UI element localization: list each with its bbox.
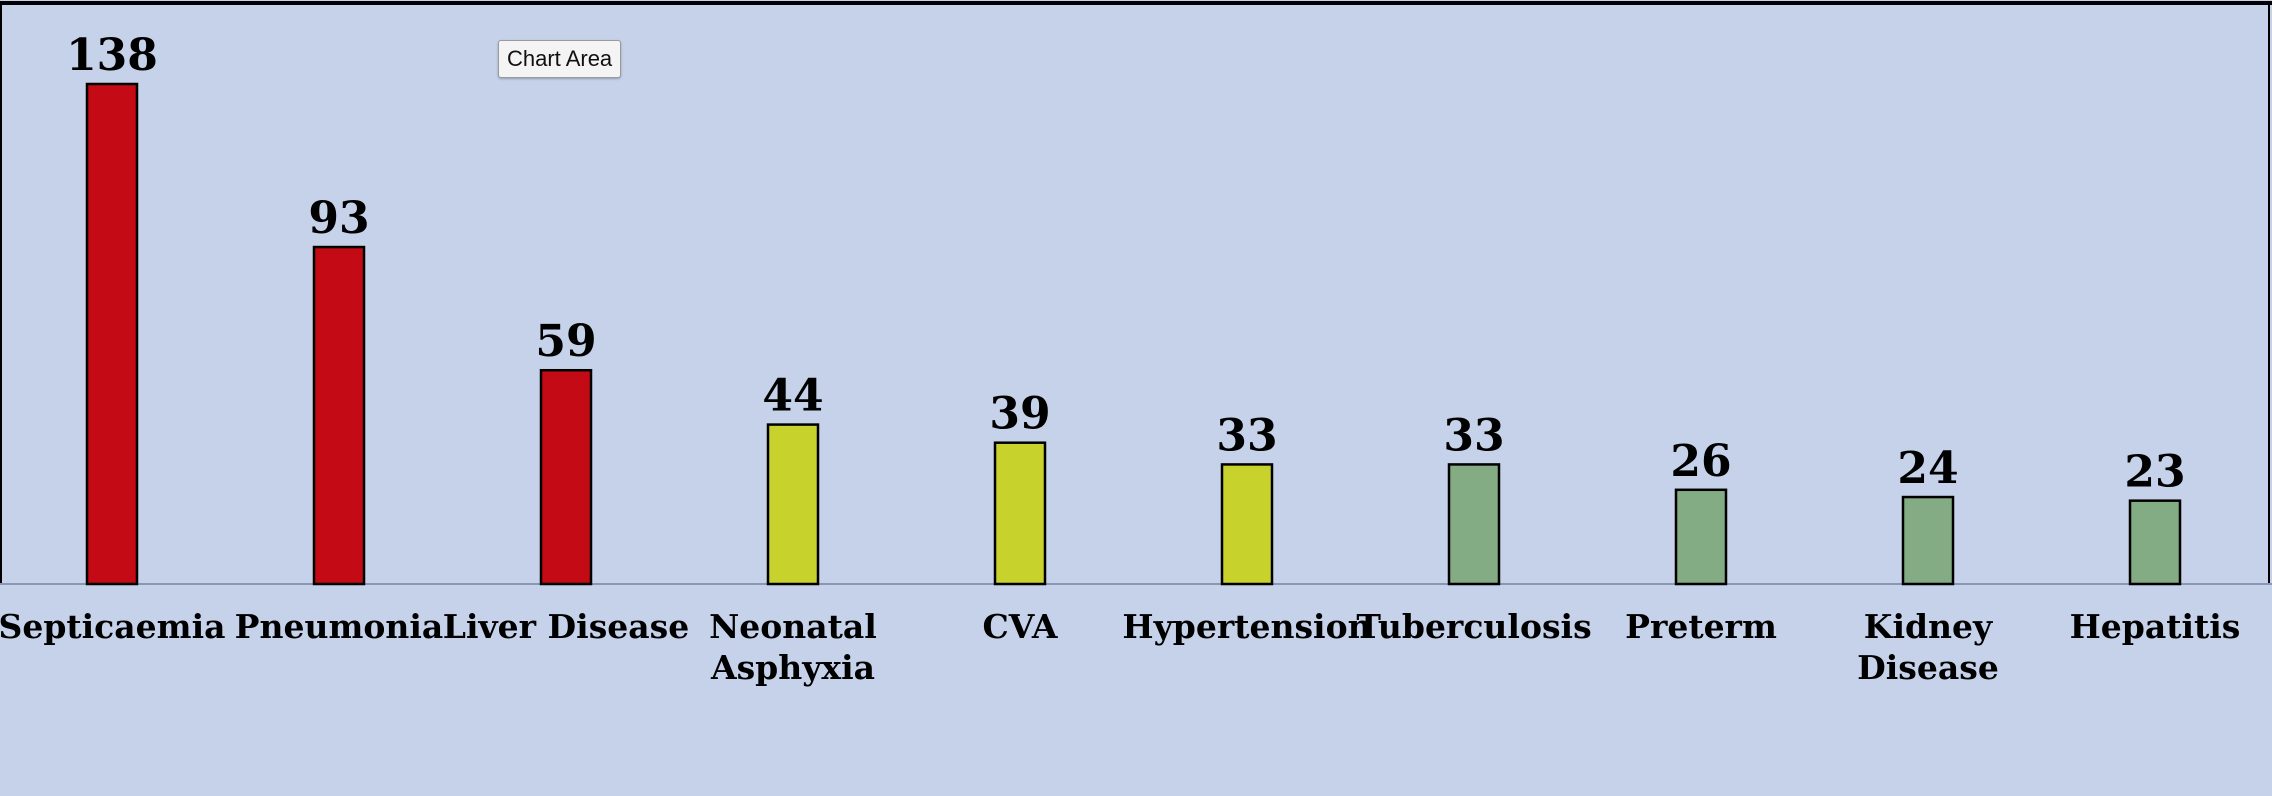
bar-hypertension[interactable] — [1220, 463, 1274, 586]
category-label-line: Hepatitis — [2070, 607, 2241, 646]
category-label: CVA — [983, 607, 1058, 646]
bar-liver-disease[interactable] — [539, 368, 593, 586]
bar-tuberculosis[interactable] — [1447, 463, 1501, 586]
category-label: Septicaemia — [0, 607, 226, 646]
category-label-line: Tuberculosis — [1356, 607, 1591, 646]
data-label: 39 — [989, 389, 1050, 440]
category-label-line: Liver Disease — [443, 607, 689, 646]
category-label: Tuberculosis — [1356, 607, 1591, 646]
bar-septicaemia[interactable] — [85, 82, 139, 586]
category-label-line: Neonatal — [709, 607, 877, 646]
bar-cva[interactable] — [993, 441, 1047, 586]
bar-preterm[interactable] — [1674, 488, 1728, 586]
category-label-line: Hypertension — [1122, 607, 1371, 646]
chart-frame — [0, 1, 2272, 585]
category-label: Hepatitis — [2070, 607, 2241, 646]
category-label-line: Kidney — [1864, 607, 1993, 646]
category-labels: Septicaemia Pneumonia Liver Disease Neonata… — [0, 607, 2240, 687]
category-label-line: Asphyxia — [710, 648, 875, 687]
category-label-line: Preterm — [1625, 607, 1777, 646]
data-label: 138 — [66, 30, 158, 81]
category-label: Kidney Disease — [1857, 607, 1999, 687]
data-label: 33 — [1216, 410, 1277, 461]
data-labels: 138 93 59 44 39 33 33 26 24 23 — [66, 30, 2186, 498]
data-label: 23 — [2124, 447, 2185, 498]
category-label-line: CVA — [983, 607, 1058, 646]
data-label: 44 — [762, 371, 823, 422]
category-label: Liver Disease — [443, 607, 689, 646]
chart-area-tooltip: Chart Area — [498, 40, 622, 78]
category-label: Pneumonia — [235, 607, 444, 646]
bars — [85, 82, 2182, 586]
data-label: 33 — [1443, 410, 1504, 461]
data-label: 24 — [1897, 443, 1958, 494]
category-label: Preterm — [1625, 607, 1777, 646]
bar-kidney-disease[interactable] — [1901, 495, 1955, 586]
category-label-line: Septicaemia — [0, 607, 226, 646]
category-label-line: Pneumonia — [235, 607, 444, 646]
data-label: 59 — [535, 316, 596, 367]
bar-neonatal-asphyxia[interactable] — [766, 423, 820, 586]
data-label: 93 — [308, 193, 369, 244]
bar-pneumonia[interactable] — [312, 245, 366, 586]
bar-hepatitis[interactable] — [2128, 499, 2182, 586]
category-label-line: Disease — [1857, 648, 1999, 687]
category-label: Hypertension — [1122, 607, 1371, 646]
data-label: 26 — [1670, 436, 1731, 487]
category-label: Neonatal Asphyxia — [709, 607, 877, 687]
